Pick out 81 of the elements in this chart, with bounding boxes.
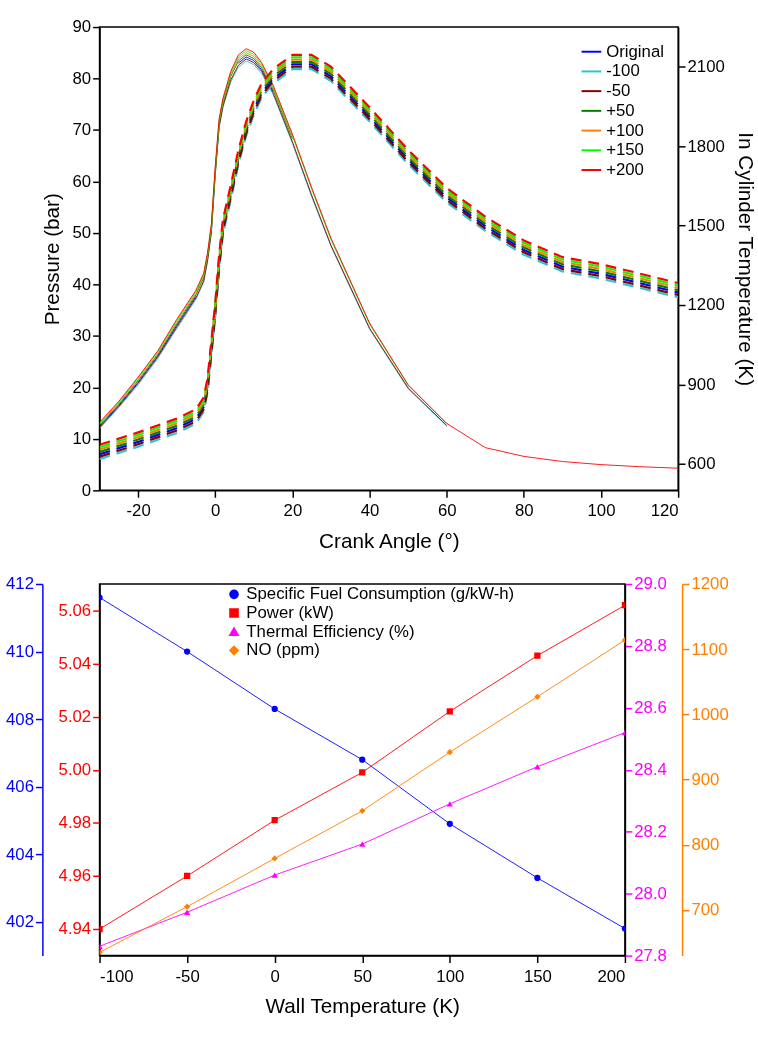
y-tick-label: 50 (72, 223, 92, 243)
legend-label: +100 (606, 120, 644, 140)
legend-label: +150 (606, 140, 644, 160)
y-tick-label: 10 (72, 429, 92, 449)
x-tick-label: 200 (597, 966, 626, 986)
y-axis-title: Pressure (bar) (39, 193, 63, 326)
x-tick-label: 120 (650, 501, 679, 521)
y2-tick-label: 2100 (687, 57, 725, 77)
y2-tick-label: 4.96 (58, 866, 92, 886)
y2-tick-label: 5.06 (58, 600, 92, 620)
point (446, 801, 453, 807)
y-tick-label: 90 (72, 17, 92, 37)
y2-tick-label: 1800 (687, 136, 725, 156)
y2-tick-label: 900 (687, 374, 716, 394)
y-tick-label: 29.0 (634, 574, 667, 594)
x-tick-label: -50 (175, 966, 200, 986)
y2-tick-label: 1200 (691, 574, 729, 594)
y-tick-label: 20 (72, 377, 92, 397)
y2-tick-label: 900 (691, 770, 720, 789)
point (184, 909, 191, 915)
y-tick-label: 28.6 (634, 698, 667, 718)
legend-label: +200 (606, 159, 644, 179)
x-tick-label: 100 (587, 501, 616, 521)
x-tick-label: 0 (211, 501, 221, 521)
legend-label: Power (kW) (246, 603, 334, 622)
y-tick-label: 410 (6, 641, 35, 661)
y-tick-label: 30 (72, 326, 92, 346)
x-tick-label: 50 (353, 966, 373, 986)
point (359, 841, 366, 847)
x-axis-title: Crank Angle (°) (319, 529, 460, 553)
y-tick-label: 27.8 (634, 946, 667, 966)
legend-label: -50 (606, 81, 631, 101)
y-tick-label: 28.4 (634, 760, 667, 780)
point (271, 855, 278, 862)
x-tick-label: -20 (126, 501, 151, 521)
x-tick-label: 40 (360, 501, 380, 521)
y2-tick-label: 1500 (687, 216, 725, 236)
y2-tick-label: 4.98 (58, 813, 92, 833)
point (534, 693, 541, 700)
y-tick-label: 70 (72, 120, 92, 140)
x-tick-label: -100 (100, 966, 134, 986)
y-tick-label: 80 (72, 68, 92, 88)
point (184, 903, 191, 910)
y-tick-label: 404 (6, 844, 35, 864)
point (271, 872, 278, 878)
point (446, 749, 453, 756)
legend-label: Specific Fuel Consumption (g/kW-h) (246, 584, 515, 604)
y2-tick-label: 5.00 (58, 760, 92, 780)
y-tick-label: 40 (72, 274, 92, 294)
legend-label: NO (ppm) (246, 640, 320, 660)
y2-tick-label: 700 (691, 900, 720, 920)
y-tick-label: 402 (6, 912, 35, 932)
legend-label: +50 (606, 100, 635, 120)
y2-tick-label: 800 (691, 835, 720, 855)
legend-label: -100 (606, 61, 640, 81)
y-tick-label: 408 (6, 709, 35, 729)
y-tick-label: 28.2 (634, 822, 667, 842)
y-tick-label: 28.0 (634, 884, 667, 904)
y-tick-label: 0 (81, 480, 92, 500)
legend-label: Thermal Efficiency (%) (246, 621, 415, 641)
y-tick-label: 28.8 (634, 636, 667, 656)
y2-tick-label: 4.94 (58, 919, 92, 939)
legend-label: Original (606, 41, 664, 61)
point (359, 807, 366, 814)
y2-tick-label: 1000 (691, 704, 729, 724)
x-axis-title: Wall Temperature (K) (265, 994, 460, 1018)
x-tick-label: 150 (523, 966, 552, 986)
y-tick-label: 60 (72, 171, 92, 191)
x-tick-label: 100 (436, 966, 465, 986)
y2-tick-label: 5.04 (58, 654, 92, 674)
y-tick-label: 412 (6, 574, 35, 594)
x-tick-label: 0 (270, 966, 280, 986)
x-tick-label: 60 (437, 501, 457, 521)
y-tick-label: 406 (6, 777, 35, 797)
y2-tick-label: 5.02 (58, 707, 92, 727)
y2-axis-title: In Cylinder Temperature (K) (734, 132, 758, 387)
y2-tick-label: 1200 (687, 295, 725, 315)
x-tick-label: 80 (515, 501, 534, 521)
x-tick-label: 20 (283, 501, 303, 521)
y2-tick-label: 1100 (691, 639, 728, 659)
y2-tick-label: 600 (687, 454, 716, 474)
